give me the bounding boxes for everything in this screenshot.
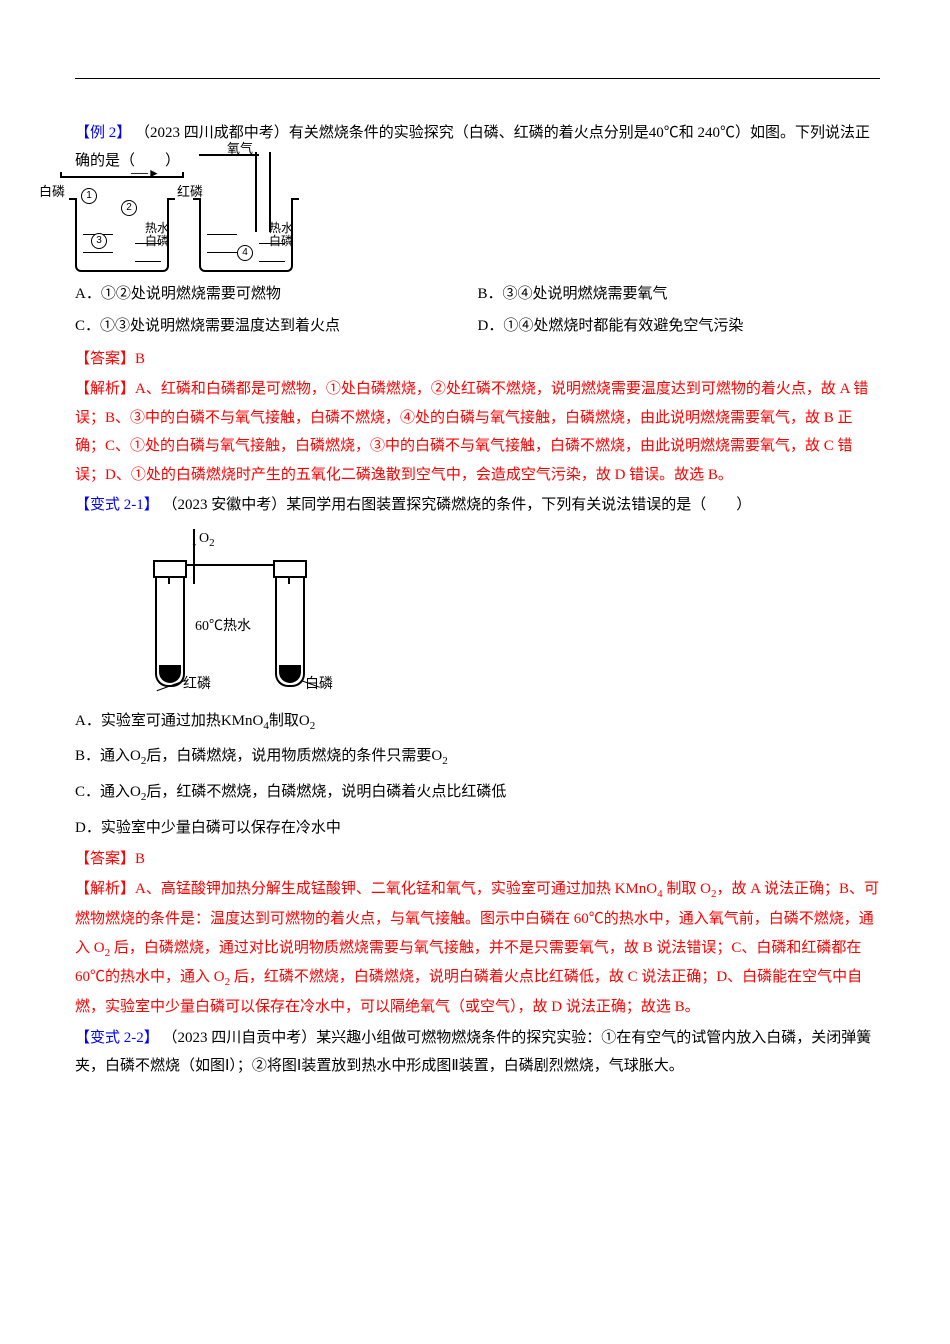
v21-optB: B．通入O2后，白磷燃烧，说用物质燃烧的条件只需要O2: [75, 742, 880, 772]
variant22-stem: 【变式 2-2】 （2023 四川自贡中考）某兴趣小组做可燃物燃烧条件的探究实验…: [75, 1024, 880, 1081]
v21A-k: KMnO: [221, 713, 264, 729]
v21-answer-val: B: [135, 851, 145, 867]
example2-options: A．①②处说明燃烧需要可燃物 B．③④处说明燃烧需要氧气 C．①③处说明燃烧需要…: [75, 278, 880, 343]
d2-arrow: ──►: [131, 162, 160, 185]
v21B-o: O: [130, 748, 141, 764]
example2-stem: 【例 2】 （2023 四川成都中考）有关燃烧条件的实验探究（白磷、红磷的着火点…: [75, 119, 880, 176]
e2-explain-body: A、红磷和白磷都是可燃物，①处白磷燃烧，②处红磷不燃烧，说明燃烧需要温度达到可燃…: [75, 381, 868, 483]
v21-exp-1: A、高锰酸钾加热分解生成锰酸钾、二氧化锰和氧气，实验室可通过加热 KMnO: [135, 881, 657, 897]
v21-answer: 【答案】B: [75, 845, 880, 874]
v21C-o: O: [130, 784, 141, 800]
d1-num3: 3: [91, 225, 107, 254]
v21-stopper-l: [153, 560, 187, 578]
example2-diagram: 白磷 1 2 红磷 热水 白磷 3 氧气 ──► 热水 白磷 4: [75, 182, 880, 272]
e2-answer: 【答案】B: [75, 345, 880, 374]
v21B-post: 后，白磷燃烧，说用物质燃烧的条件只需要: [146, 748, 431, 764]
d1-beaker: 热水 白磷 3: [75, 200, 169, 272]
v21-optC: C．通入O2后，红磷不燃烧，白磷燃烧，说明白磷着火点比红磷低: [75, 778, 880, 808]
v21B-o2sub: 2: [442, 755, 448, 767]
v21-explain-tag: 【解析】: [75, 881, 135, 897]
d1-inner-right: 热水 白磷: [145, 222, 169, 248]
v21-exp-2: 制取 O: [663, 881, 711, 897]
example2-tag: 【例 2】: [75, 125, 131, 141]
v22-source: （2023 四川自贡中考）某兴趣小组做可燃物燃烧条件的探究实验：①在有空气的试管…: [75, 1030, 871, 1075]
v21-water-label: 60℃热水: [195, 614, 251, 641]
v21-o2-label: O2: [199, 526, 215, 554]
d1-plate: [60, 176, 184, 178]
e2-explain: 【解析】A、红磷和白磷都是可燃物，①处白磷燃烧，②处红磷不燃烧，说明燃烧需要温度…: [75, 375, 880, 489]
e2-answer-tag: 【答案】: [75, 351, 135, 367]
top-rule: [75, 78, 880, 79]
v21-explain: 【解析】A、高锰酸钾加热分解生成锰酸钾、二氧化锰和氧气，实验室可通过加热 KMn…: [75, 875, 880, 1022]
v21-o2-O: O: [199, 531, 209, 546]
d2-num4: 4: [237, 237, 253, 266]
e2-optC: C．①③处说明燃烧需要温度达到着火点: [75, 312, 478, 341]
v21A-mid: 制取: [269, 713, 299, 729]
v21A-osub: 2: [310, 720, 316, 732]
v21-conn: [169, 564, 289, 566]
e2-answer-val: B: [135, 351, 145, 367]
v21-tag: 【变式 2-1】: [75, 497, 159, 513]
e2-explain-tag: 【解析】: [75, 381, 135, 397]
v21-diagram: ↓ O2 60℃热水 红磷 白磷: [125, 524, 355, 699]
v21-tube-right: [275, 570, 305, 687]
v21-label-red: 红磷: [183, 672, 211, 699]
v21B-pre: B．通入: [75, 748, 130, 764]
e2-optD: D．①④处燃烧时都能有效避免空气污染: [478, 312, 881, 341]
v21-optD: D．实验室中少量白磷可以保存在冷水中: [75, 814, 880, 843]
d2-oxy-label: 氧气: [227, 137, 253, 162]
d1-left-label: 白磷: [39, 180, 65, 205]
v21-label-white: 白磷: [305, 672, 333, 699]
v21-o2-sub: 2: [209, 536, 215, 548]
v21B-o2: O: [431, 748, 442, 764]
v21-optA: A．实验室可通过加热KMnO4制取O2: [75, 707, 880, 737]
v21-tube-left: [155, 570, 185, 687]
v21-source: （2023 安徽中考）某同学用右图装置探究磷燃烧的条件，下列有关说法错误的是（ …: [163, 497, 752, 513]
e2-optB: B．③④处说明燃烧需要氧气: [478, 280, 881, 309]
v21A-pre: A．实验室可通过加热: [75, 713, 221, 729]
v21-sub-r: [279, 665, 301, 683]
d2-beaker: 热水 白磷 4: [199, 200, 293, 272]
v22-tag: 【变式 2-2】: [75, 1030, 159, 1046]
d2-inner-right: 热水 白磷: [269, 222, 293, 248]
v21A-o: O: [299, 713, 310, 729]
v21-answer-tag: 【答案】: [75, 851, 135, 867]
variant21-stem: 【变式 2-1】 （2023 安徽中考）某同学用右图装置探究磷燃烧的条件，下列有…: [75, 491, 880, 520]
v21C-post: 后，红磷不燃烧，白磷燃烧，说明白磷着火点比红磷低: [146, 784, 506, 800]
v21-sub-l: [159, 665, 181, 683]
example2-source: （2023 四川成都中考）有关燃烧条件的实验探究（白磷、红磷的着火点分别是40℃…: [75, 125, 870, 170]
v21-stopper-r: [273, 560, 307, 578]
v21-conn-mid: [193, 564, 195, 584]
v21-inlet: [193, 529, 195, 565]
v21C-pre: C．通入: [75, 784, 130, 800]
v21D: D．实验室中少量白磷可以保存在冷水中: [75, 820, 341, 836]
e2-optA: A．①②处说明燃烧需要可燃物: [75, 280, 478, 309]
